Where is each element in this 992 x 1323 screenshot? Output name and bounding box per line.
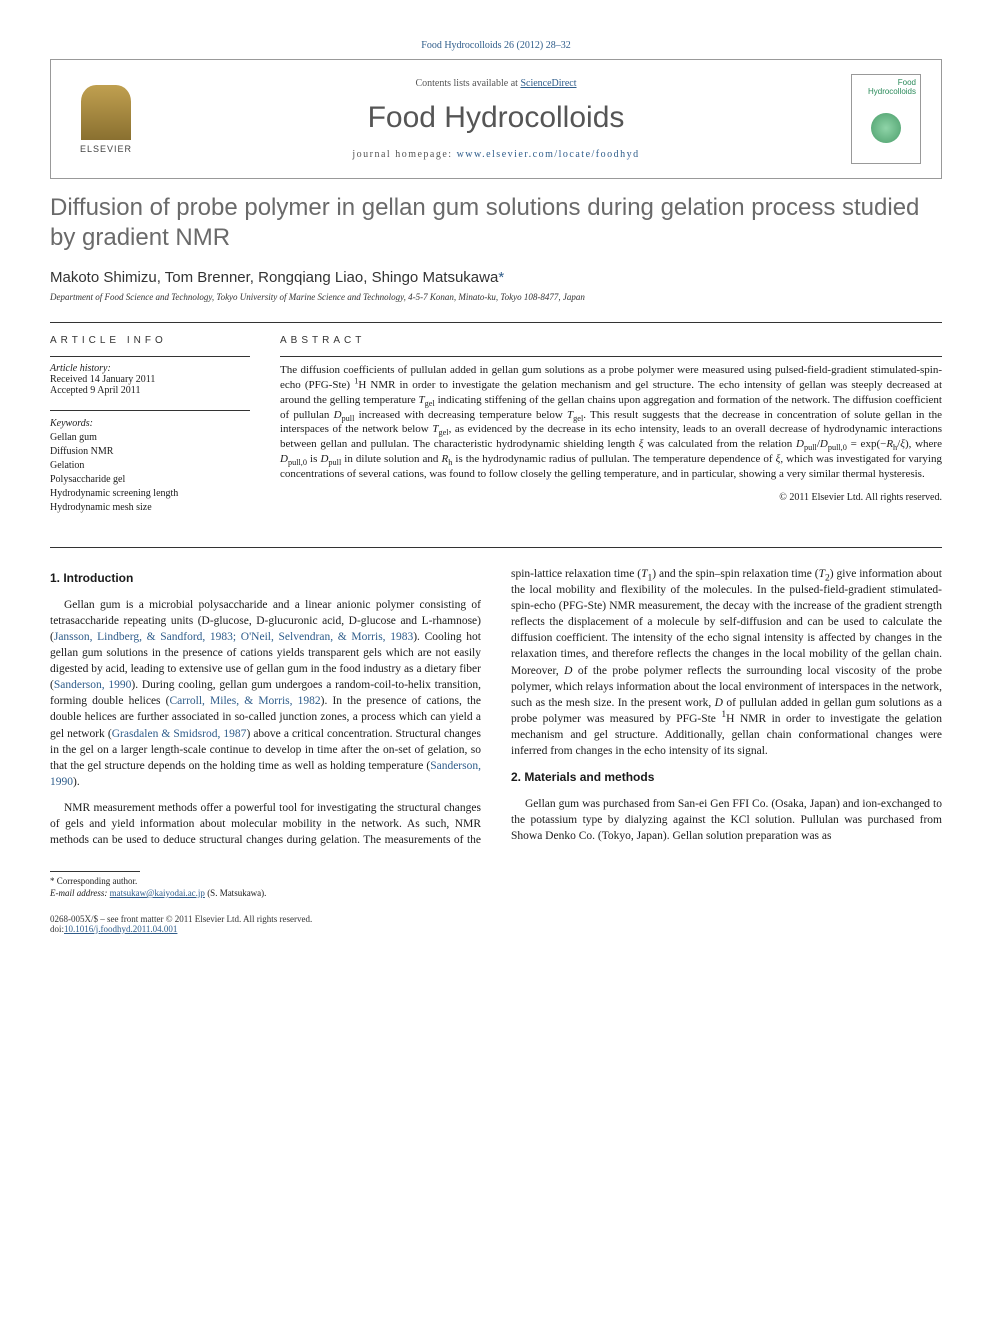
abstract-divider	[280, 356, 942, 357]
corr-author-label: * Corresponding author.	[50, 876, 942, 888]
section-divider	[50, 547, 942, 548]
authors-line: Makoto Shimizu, Tom Brenner, Rongqiang L…	[50, 269, 942, 286]
issn-copyright: 0268-005X/$ – see front matter © 2011 El…	[50, 914, 942, 924]
citation-line: Food Hydrocolloids 26 (2012) 28–32	[50, 40, 942, 51]
intro-paragraph-1: Gellan gum is a microbial polysaccharide…	[50, 597, 481, 790]
section-heading-methods: 2. Materials and methods	[511, 769, 942, 786]
cover-title-l1: Food	[898, 78, 916, 87]
cover-title: Food Hydrocolloids	[856, 79, 916, 97]
keyword: Diffusion NMR	[50, 445, 250, 459]
keyword: Gellan gum	[50, 431, 250, 445]
keyword: Hydrodynamic mesh size	[50, 501, 250, 515]
cover-title-l2: Hydrocolloids	[868, 87, 916, 96]
contents-prefix: Contents lists available at	[415, 78, 520, 89]
homepage-link[interactable]: www.elsevier.com/locate/foodhyd	[457, 149, 640, 160]
copyright-line: © 2011 Elsevier Ltd. All rights reserved…	[280, 492, 942, 503]
history-label: Article history:	[50, 363, 250, 374]
methods-paragraph-1: Gellan gum was purchased from San-ei Gen…	[511, 796, 942, 844]
email-label: E-mail address:	[50, 888, 107, 898]
article-title: Diffusion of probe polymer in gellan gum…	[50, 193, 942, 253]
corr-author-email[interactable]: matsukaw@kaiyodai.ac.jp	[110, 888, 205, 898]
journal-homepage-line: journal homepage: www.elsevier.com/locat…	[141, 149, 851, 160]
email-suffix: (S. Matsukawa).	[207, 888, 266, 898]
publisher-name: ELSEVIER	[80, 144, 132, 154]
article-history: Article history: Received 14 January 201…	[50, 363, 250, 396]
contents-available-line: Contents lists available at ScienceDirec…	[141, 78, 851, 89]
affiliation: Department of Food Science and Technolog…	[50, 292, 942, 302]
journal-name: Food Hydrocolloids	[141, 101, 851, 135]
sciencedirect-link[interactable]: ScienceDirect	[520, 78, 576, 89]
divider	[50, 322, 942, 323]
elsevier-logo: ELSEVIER	[71, 79, 141, 159]
keyword: Hydrodynamic screening length	[50, 487, 250, 501]
doi-link[interactable]: 10.1016/j.foodhyd.2011.04.001	[64, 924, 177, 934]
article-info-heading: ARTICLE INFO	[50, 335, 250, 346]
journal-header: ELSEVIER Contents lists available at Sci…	[50, 59, 942, 179]
info-divider	[50, 356, 250, 357]
page-footer: 0268-005X/$ – see front matter © 2011 El…	[50, 914, 942, 934]
homepage-prefix: journal homepage:	[352, 149, 456, 160]
info-divider	[50, 410, 250, 411]
keyword: Polysaccharide gel	[50, 473, 250, 487]
accepted-date: Accepted 9 April 2011	[50, 385, 250, 396]
keyword: Gelation	[50, 459, 250, 473]
abstract-heading: ABSTRACT	[280, 335, 942, 346]
elsevier-tree-icon	[81, 85, 131, 140]
doi-label: doi:	[50, 924, 64, 934]
footnote-separator	[50, 871, 140, 872]
corresponding-author-mark: *	[498, 269, 504, 286]
corresponding-author-footnote: * Corresponding author. E-mail address: …	[50, 876, 942, 899]
section-heading-intro: 1. Introduction	[50, 570, 481, 587]
keywords-block: Keywords: Gellan gum Diffusion NMR Gelat…	[50, 417, 250, 515]
keywords-label: Keywords:	[50, 417, 250, 431]
cover-graphic	[856, 97, 916, 159]
journal-cover-thumbnail: Food Hydrocolloids	[851, 74, 921, 164]
article-body: 1. Introduction Gellan gum is a microbia…	[50, 566, 942, 851]
received-date: Received 14 January 2011	[50, 374, 250, 385]
author-names: Makoto Shimizu, Tom Brenner, Rongqiang L…	[50, 269, 498, 286]
cover-circle-icon	[871, 113, 901, 143]
abstract-text: The diffusion coefficients of pullulan a…	[280, 363, 942, 482]
